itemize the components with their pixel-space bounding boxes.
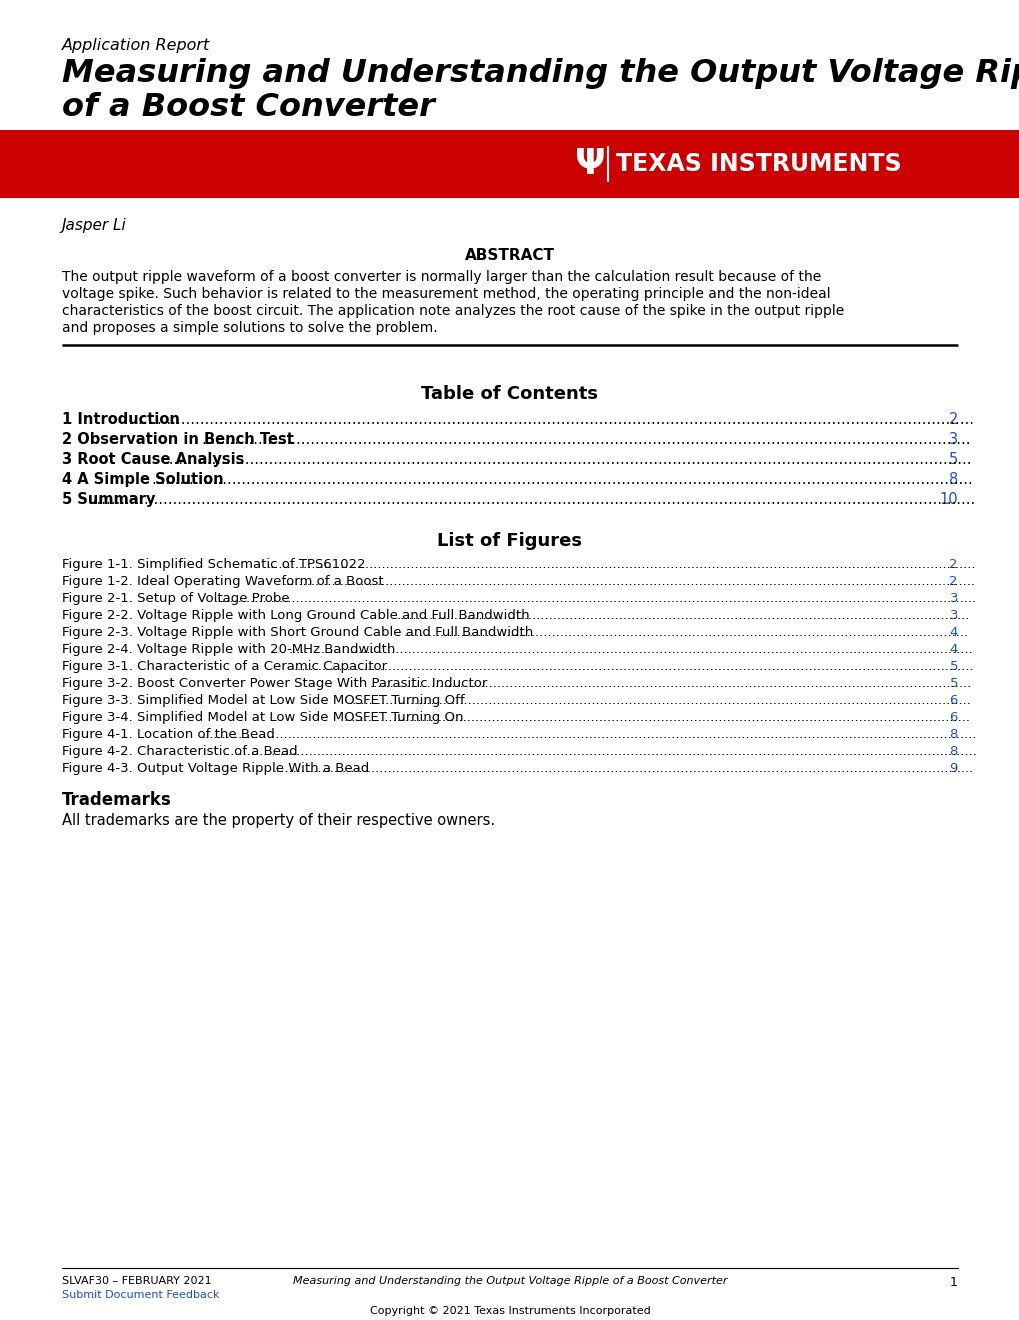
Text: and proposes a simple solutions to solve the problem.: and proposes a simple solutions to solve… (62, 321, 437, 335)
Text: 3: 3 (949, 591, 957, 605)
Bar (0, 129, 1019, 198)
Text: Figure 3-3. Simplified Model at Low Side MOSFET Turning Off: Figure 3-3. Simplified Model at Low Side… (62, 694, 465, 708)
Text: ................................................................................: ........................................… (282, 576, 974, 587)
Text: ................................................................................: ........................................… (151, 473, 972, 487)
Text: Submit Document Feedback: Submit Document Feedback (62, 1290, 219, 1300)
Text: of a Boost Converter: of a Boost Converter (62, 92, 434, 123)
Text: 10: 10 (938, 492, 957, 507)
Text: 1 Introduction: 1 Introduction (62, 412, 179, 426)
Text: All trademarks are the property of their respective owners.: All trademarks are the property of their… (62, 813, 494, 828)
Text: List of Figures: List of Figures (437, 532, 582, 550)
Text: SLVAF30 – FEBRUARY 2021: SLVAF30 – FEBRUARY 2021 (62, 1276, 211, 1286)
Text: Figure 2-2. Voltage Ripple with Long Ground Cable and Full Bandwidth: Figure 2-2. Voltage Ripple with Long Gro… (62, 609, 529, 622)
Text: Figure 2-1. Setup of Voltage Probe: Figure 2-1. Setup of Voltage Probe (62, 591, 289, 605)
Text: 8: 8 (949, 744, 957, 758)
Text: ................................................................................: ........................................… (266, 558, 975, 572)
Text: 2: 2 (948, 412, 957, 426)
Text: 2 Observation in Bench Test: 2 Observation in Bench Test (62, 432, 293, 447)
Text: Ψ: Ψ (574, 147, 604, 181)
Text: Figure 4-2. Characteristic of a Bead: Figure 4-2. Characteristic of a Bead (62, 744, 298, 758)
Text: Figure 4-1. Location of the Bead: Figure 4-1. Location of the Bead (62, 729, 274, 741)
Text: 5: 5 (949, 660, 957, 673)
Text: Copyright © 2021 Texas Instruments Incorporated: Copyright © 2021 Texas Instruments Incor… (369, 1305, 650, 1316)
Text: Figure 1-1. Simplified Schematic of TPS61022: Figure 1-1. Simplified Schematic of TPS6… (62, 558, 365, 572)
Text: ................................................................................: ........................................… (119, 412, 973, 426)
Text: Figure 1-2. Ideal Operating Waveform of a Boost: Figure 1-2. Ideal Operating Waveform of … (62, 576, 383, 587)
Text: Measuring and Understanding the Output Voltage Ripple: Measuring and Understanding the Output V… (62, 58, 1019, 88)
Text: Figure 3-4. Simplified Model at Low Side MOSFET Turning On: Figure 3-4. Simplified Model at Low Side… (62, 711, 463, 723)
Text: 9: 9 (949, 762, 957, 775)
Text: Figure 4-3. Output Voltage Ripple With a Bead: Figure 4-3. Output Voltage Ripple With a… (62, 762, 369, 775)
Text: 2: 2 (949, 558, 957, 572)
Text: 5: 5 (948, 451, 957, 467)
Text: 4: 4 (949, 643, 957, 656)
Text: Application Report: Application Report (62, 38, 210, 53)
Text: Trademarks: Trademarks (62, 791, 171, 809)
Text: characteristics of the boost circuit. The application note analyzes the root cau: characteristics of the boost circuit. Th… (62, 304, 844, 318)
Text: ................................................................................: ........................................… (88, 492, 974, 507)
Text: ................................................................................: ........................................… (348, 694, 971, 708)
Text: voltage spike. Such behavior is related to the measurement method, the operating: voltage spike. Such behavior is related … (62, 286, 829, 301)
Text: The output ripple waveform of a boost converter is normally larger than the calc: The output ripple waveform of a boost co… (62, 271, 820, 284)
Text: ................................................................................: ........................................… (202, 432, 970, 447)
Text: 6: 6 (949, 711, 957, 723)
Text: 5: 5 (949, 677, 957, 690)
Text: Figure 3-1. Characteristic of a Ceramic Capacitor: Figure 3-1. Characteristic of a Ceramic … (62, 660, 387, 673)
Text: Figure 2-3. Voltage Ripple with Short Ground Cable and Full Bandwidth: Figure 2-3. Voltage Ripple with Short Gr… (62, 626, 533, 639)
Text: ABSTRACT: ABSTRACT (465, 248, 554, 263)
Text: 3: 3 (949, 609, 957, 622)
Text: Jasper Li: Jasper Li (62, 218, 126, 234)
Text: 6: 6 (949, 694, 957, 708)
Text: ................................................................................: ........................................… (396, 609, 969, 622)
Text: 8: 8 (948, 473, 957, 487)
Text: ................................................................................: ........................................… (202, 729, 976, 741)
Text: Figure 2-4. Voltage Ripple with 20-MHz Bandwidth: Figure 2-4. Voltage Ripple with 20-MHz B… (62, 643, 395, 656)
Text: 8: 8 (949, 729, 957, 741)
Text: 3: 3 (948, 432, 957, 447)
Text: TEXAS INSTRUMENTS: TEXAS INSTRUMENTS (615, 152, 901, 176)
Text: 2: 2 (949, 576, 957, 587)
Text: ................................................................................: ........................................… (343, 711, 970, 723)
Text: ................................................................................: ........................................… (293, 660, 973, 673)
Text: ................................................................................: ........................................… (288, 643, 973, 656)
Text: ................................................................................: ........................................… (404, 626, 968, 639)
Text: 5 Summary: 5 Summary (62, 492, 155, 507)
Text: ................................................................................: ........................................… (273, 762, 973, 775)
Text: 3 Root Cause Analysis: 3 Root Cause Analysis (62, 451, 245, 467)
Text: 4 A Simple Solution: 4 A Simple Solution (62, 473, 223, 487)
Text: ................................................................................: ........................................… (213, 591, 975, 605)
Text: 1: 1 (949, 1276, 957, 1290)
Text: ................................................................................: ........................................… (164, 451, 971, 467)
Text: 4: 4 (949, 626, 957, 639)
Text: Figure 3-2. Boost Converter Power Stage With Parasitic Inductor: Figure 3-2. Boost Converter Power Stage … (62, 677, 487, 690)
Text: ................................................................................: ........................................… (222, 744, 976, 758)
Text: Measuring and Understanding the Output Voltage Ripple of a Boost Converter: Measuring and Understanding the Output V… (292, 1276, 727, 1286)
Text: Table of Contents: Table of Contents (421, 385, 598, 403)
Text: ................................................................................: ........................................… (369, 677, 971, 690)
